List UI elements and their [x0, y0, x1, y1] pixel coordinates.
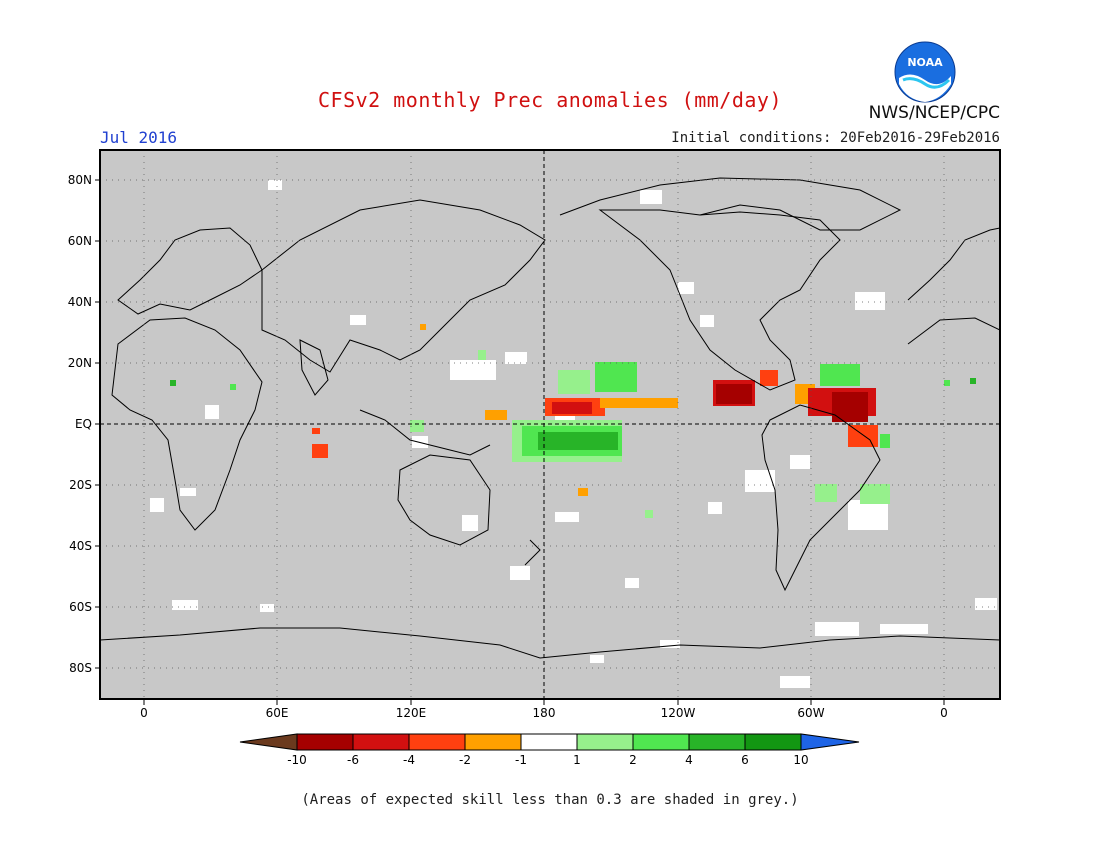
lon-label: 60W — [797, 706, 824, 720]
legend-bin — [408, 733, 466, 751]
dry-anomaly-patches — [312, 324, 878, 496]
lat-label: 40S — [69, 539, 92, 553]
lat-lon-gridlines — [100, 150, 1000, 699]
legend-bin — [688, 733, 746, 751]
footnote: (Areas of expected skill less than 0.3 a… — [301, 792, 799, 808]
map-content — [100, 150, 1000, 699]
longitude-labels: 0 60E 120E 180 120W 60W 0 — [140, 706, 948, 720]
legend-tick-label: -10 — [287, 753, 307, 767]
coastlines — [100, 177, 1000, 659]
lon-label: 0 — [940, 706, 948, 720]
lat-label: 20N — [68, 356, 92, 370]
axis-ticks — [95, 179, 945, 705]
legend-tick-label: 1 — [573, 753, 581, 767]
legend-bin — [464, 733, 522, 751]
color-scale-legend: -10 -6 -4 -2 -1 1 2 4 6 10 — [239, 733, 860, 767]
chart-title: CFSv2 monthly Prec anomalies (mm/day) — [317, 88, 783, 112]
noaa-logo: NOAA — [894, 41, 956, 103]
lat-label: 60N — [68, 234, 92, 248]
lon-label: 180 — [533, 706, 556, 720]
legend-bin — [520, 733, 578, 751]
noaa-logo-text: NOAA — [907, 56, 943, 69]
legend-tick-label: 6 — [741, 753, 749, 767]
legend-tick-label: -4 — [403, 753, 415, 767]
legend-tick-label: 4 — [685, 753, 693, 767]
legend-bin — [296, 733, 354, 751]
legend-arrow-high — [800, 733, 860, 751]
lat-label: EQ — [75, 417, 92, 431]
legend-tick-label: -6 — [347, 753, 359, 767]
lon-label: 120E — [396, 706, 427, 720]
lat-label: 60S — [69, 600, 92, 614]
legend-tick-label: 10 — [793, 753, 808, 767]
legend-bin — [352, 733, 410, 751]
legend-bin — [632, 733, 690, 751]
legend-bin — [744, 733, 802, 751]
lon-label: 0 — [140, 706, 148, 720]
forecast-month-label: Jul 2016 — [100, 128, 178, 147]
legend-tick-label: -2 — [459, 753, 471, 767]
lat-label: 80S — [69, 661, 92, 675]
agency-label: NWS/NCEP/CPC — [868, 103, 1000, 123]
initial-conditions-label: Initial conditions: 20Feb2016-29Feb2016 — [671, 130, 1000, 146]
lon-label: 120W — [661, 706, 696, 720]
lat-label: 40N — [68, 295, 92, 309]
wet-anomaly-patches — [170, 350, 976, 518]
lat-label: 20S — [69, 478, 92, 492]
legend-arrow-low — [239, 733, 298, 751]
lon-label: 60E — [266, 706, 289, 720]
legend-tick-label: -1 — [515, 753, 527, 767]
lat-label: 80N — [68, 173, 92, 187]
legend-tick-label: 2 — [629, 753, 637, 767]
legend-bin — [576, 733, 634, 751]
latitude-labels: 80N 60N 40N 20N EQ 20S 40S 60S 80S — [68, 173, 92, 675]
